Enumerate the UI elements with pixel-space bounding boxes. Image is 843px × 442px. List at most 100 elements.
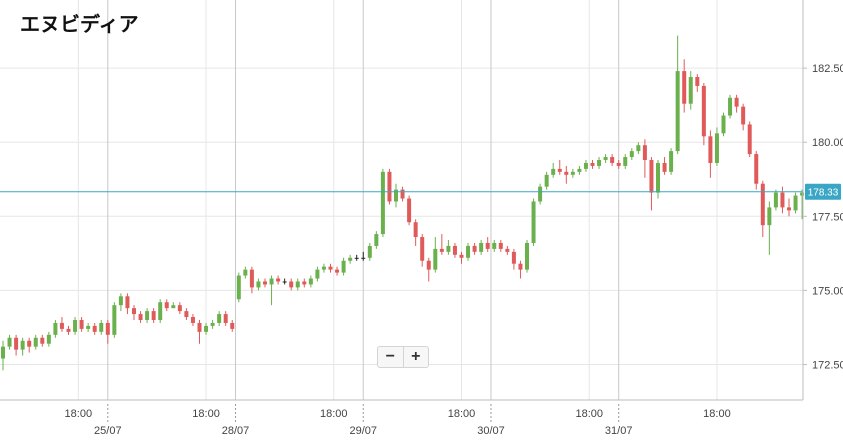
current-price-tag	[805, 183, 841, 200]
candle	[321, 263, 326, 273]
candle-body	[452, 245, 457, 255]
candle	[485, 237, 490, 252]
zoom-in-button[interactable]: +	[402, 347, 429, 367]
candle	[348, 254, 353, 264]
candle	[518, 260, 523, 279]
candle	[230, 320, 235, 332]
candle	[505, 245, 510, 255]
candle	[662, 157, 667, 175]
current-price-layer: 178.33	[0, 183, 841, 200]
candle	[354, 254, 359, 261]
candle	[544, 171, 549, 190]
candle	[14, 334, 19, 356]
candle-body	[446, 245, 451, 252]
candle	[531, 198, 536, 246]
candle-body	[276, 278, 281, 282]
candle	[714, 127, 719, 166]
candle-body	[132, 308, 136, 315]
candle-body	[636, 145, 641, 152]
candle	[73, 317, 78, 335]
candle	[800, 189, 805, 220]
candle	[256, 278, 261, 291]
candle-body	[308, 278, 313, 285]
candle-body	[177, 305, 182, 312]
candle	[387, 168, 392, 205]
candle	[629, 148, 634, 160]
candle	[118, 293, 123, 312]
candle	[452, 242, 457, 258]
candle-body	[125, 296, 130, 309]
x-tick-label: 18:00	[448, 408, 476, 420]
y-tick-label: 172.50	[812, 359, 843, 371]
candle-body	[20, 340, 25, 350]
candle-body	[675, 71, 680, 152]
candle	[682, 59, 687, 113]
candle	[86, 322, 91, 332]
candle-body	[485, 242, 490, 249]
candle	[551, 162, 556, 178]
candle	[590, 160, 595, 169]
candle-body	[492, 242, 497, 249]
candle-body	[688, 77, 693, 104]
candle-body	[472, 245, 477, 252]
candle-body	[747, 124, 752, 155]
candle	[243, 266, 248, 279]
candle-body	[610, 157, 615, 163]
candle-body	[73, 320, 78, 332]
candle	[105, 320, 110, 344]
candle	[675, 35, 680, 155]
candle	[79, 317, 84, 332]
candle-body	[577, 168, 582, 172]
zoom-out-button[interactable]: −	[385, 348, 395, 365]
candle	[132, 305, 136, 320]
candle	[439, 234, 444, 255]
candle-body	[315, 269, 320, 279]
candle-body	[86, 325, 91, 329]
candle-body	[118, 296, 123, 306]
candle-body	[249, 269, 254, 288]
candle-body	[721, 115, 726, 134]
candle	[780, 186, 785, 214]
x-tick-label: 18:00	[192, 408, 220, 420]
candle	[138, 311, 143, 323]
candle	[583, 160, 588, 172]
candle-body	[603, 157, 608, 160]
candle	[394, 183, 398, 208]
candle	[46, 331, 51, 347]
candle	[184, 308, 189, 320]
candle-body	[27, 340, 32, 347]
candle	[623, 154, 628, 169]
candle-body	[145, 311, 150, 320]
candle	[728, 94, 733, 119]
candle	[688, 71, 693, 110]
candle-body	[656, 162, 660, 193]
candle	[236, 272, 241, 303]
candle-body	[760, 183, 765, 226]
candle	[158, 299, 163, 323]
candle	[171, 302, 176, 309]
candle-body	[230, 322, 235, 329]
candle	[164, 299, 169, 312]
candle	[92, 322, 97, 335]
candle	[701, 82, 706, 146]
chart-title: エヌビディア	[20, 14, 139, 36]
candle	[525, 240, 529, 273]
candle-body	[518, 263, 523, 270]
candle-body	[105, 322, 110, 335]
candle	[564, 165, 569, 184]
candle	[53, 320, 58, 338]
candle	[597, 157, 602, 169]
candle	[302, 278, 307, 288]
candle-body	[564, 171, 569, 175]
candle-body	[767, 207, 772, 226]
candle-body	[256, 281, 261, 288]
candle-body	[800, 192, 805, 196]
candle	[747, 121, 752, 158]
candle-body	[295, 281, 300, 288]
candle-body	[236, 275, 241, 300]
day-tick-label: 30/07	[477, 425, 505, 437]
candle	[741, 103, 746, 131]
